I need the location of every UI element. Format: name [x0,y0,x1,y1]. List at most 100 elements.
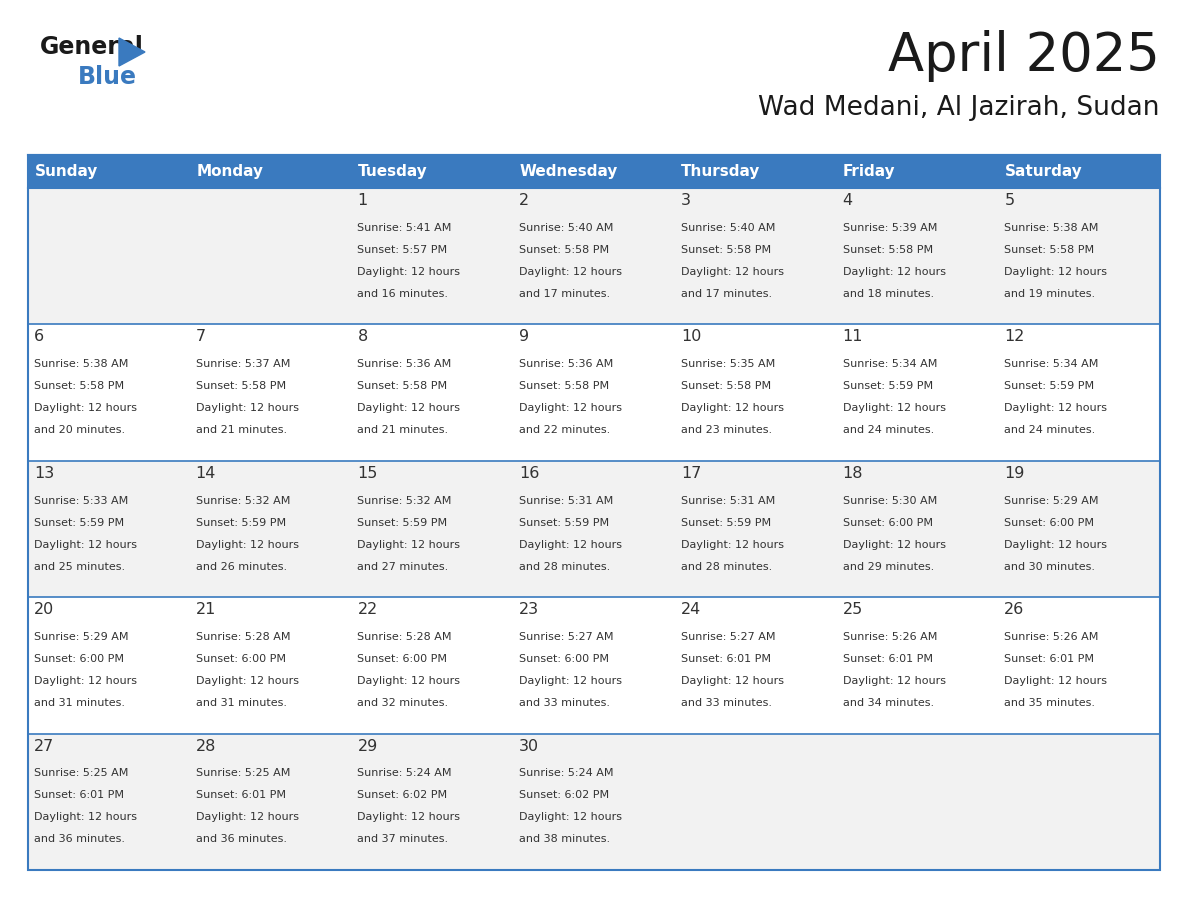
Text: Sunset: 5:59 PM: Sunset: 5:59 PM [519,518,609,528]
Bar [29,598,1159,733]
Bar [29,733,1159,870]
Text: and 26 minutes.: and 26 minutes. [196,562,286,572]
Text: 29: 29 [358,739,378,754]
Text: Daylight: 12 hours: Daylight: 12 hours [842,403,946,413]
Text: 10: 10 [681,330,701,344]
Text: Sunrise: 5:40 AM: Sunrise: 5:40 AM [519,223,613,232]
Text: Daylight: 12 hours: Daylight: 12 hours [358,812,461,823]
Text: 9: 9 [519,330,530,344]
Text: Sunrise: 5:25 AM: Sunrise: 5:25 AM [34,768,128,778]
Text: Sunset: 5:59 PM: Sunset: 5:59 PM [842,381,933,391]
Text: Sunset: 6:02 PM: Sunset: 6:02 PM [358,790,448,800]
Text: Daylight: 12 hours: Daylight: 12 hours [681,267,784,276]
Text: Sunrise: 5:41 AM: Sunrise: 5:41 AM [358,223,451,232]
Bar [29,188,1159,324]
Text: Sunset: 6:01 PM: Sunset: 6:01 PM [1004,654,1094,664]
Text: Sunset: 5:58 PM: Sunset: 5:58 PM [681,381,771,391]
Text: Thursday: Thursday [682,164,760,179]
Text: Daylight: 12 hours: Daylight: 12 hours [842,540,946,550]
Text: Blue: Blue [78,65,137,89]
Text: 3: 3 [681,193,691,208]
Text: Daylight: 12 hours: Daylight: 12 hours [1004,267,1107,276]
Text: and 22 minutes.: and 22 minutes. [519,425,611,435]
Text: April 2025: April 2025 [889,30,1159,82]
Text: Daylight: 12 hours: Daylight: 12 hours [196,812,298,823]
Text: 21: 21 [196,602,216,617]
Text: Sunrise: 5:32 AM: Sunrise: 5:32 AM [196,496,290,506]
Text: Sunset: 6:01 PM: Sunset: 6:01 PM [842,654,933,664]
Bar [29,324,1159,461]
Text: 23: 23 [519,602,539,617]
Text: and 38 minutes.: and 38 minutes. [519,834,611,845]
Text: Daylight: 12 hours: Daylight: 12 hours [196,403,298,413]
Text: and 23 minutes.: and 23 minutes. [681,425,772,435]
Text: Daylight: 12 hours: Daylight: 12 hours [681,676,784,686]
Text: Sunset: 5:59 PM: Sunset: 5:59 PM [196,518,286,528]
Text: Sunrise: 5:36 AM: Sunrise: 5:36 AM [358,359,451,369]
Text: and 34 minutes.: and 34 minutes. [842,698,934,708]
Text: Sunrise: 5:29 AM: Sunrise: 5:29 AM [1004,496,1099,506]
Text: 19: 19 [1004,465,1025,481]
Text: Daylight: 12 hours: Daylight: 12 hours [1004,676,1107,686]
Text: and 24 minutes.: and 24 minutes. [842,425,934,435]
Text: 18: 18 [842,465,862,481]
Text: Sunset: 5:59 PM: Sunset: 5:59 PM [358,518,448,528]
Text: Sunset: 6:00 PM: Sunset: 6:00 PM [196,654,286,664]
Text: Sunset: 6:01 PM: Sunset: 6:01 PM [34,790,124,800]
Text: Daylight: 12 hours: Daylight: 12 hours [34,540,137,550]
Text: and 19 minutes.: and 19 minutes. [1004,288,1095,298]
Text: and 32 minutes.: and 32 minutes. [358,698,449,708]
Text: Daylight: 12 hours: Daylight: 12 hours [842,676,946,686]
Text: Daylight: 12 hours: Daylight: 12 hours [34,403,137,413]
Text: and 21 minutes.: and 21 minutes. [196,425,286,435]
Text: Daylight: 12 hours: Daylight: 12 hours [1004,540,1107,550]
Text: Sunrise: 5:31 AM: Sunrise: 5:31 AM [681,496,775,506]
Text: Sunrise: 5:34 AM: Sunrise: 5:34 AM [1004,359,1099,369]
Text: and 28 minutes.: and 28 minutes. [681,562,772,572]
Text: 28: 28 [196,739,216,754]
Text: Sunrise: 5:40 AM: Sunrise: 5:40 AM [681,223,776,232]
Text: and 21 minutes.: and 21 minutes. [358,425,449,435]
Text: Daylight: 12 hours: Daylight: 12 hours [519,403,623,413]
Text: and 33 minutes.: and 33 minutes. [681,698,772,708]
Text: and 20 minutes.: and 20 minutes. [34,425,125,435]
Text: Daylight: 12 hours: Daylight: 12 hours [519,676,623,686]
Text: Sunrise: 5:29 AM: Sunrise: 5:29 AM [34,632,128,642]
Text: Daylight: 12 hours: Daylight: 12 hours [34,676,137,686]
Text: and 29 minutes.: and 29 minutes. [842,562,934,572]
Text: 7: 7 [196,330,206,344]
Text: and 36 minutes.: and 36 minutes. [34,834,125,845]
Text: Daylight: 12 hours: Daylight: 12 hours [519,812,623,823]
Text: Sunset: 5:57 PM: Sunset: 5:57 PM [358,245,448,254]
Text: Sunrise: 5:24 AM: Sunrise: 5:24 AM [519,768,614,778]
Text: and 35 minutes.: and 35 minutes. [1004,698,1095,708]
Text: 30: 30 [519,739,539,754]
Text: Sunset: 6:02 PM: Sunset: 6:02 PM [519,790,609,800]
Text: Daylight: 12 hours: Daylight: 12 hours [34,812,137,823]
Text: Sunset: 5:58 PM: Sunset: 5:58 PM [519,381,609,391]
Text: Sunset: 6:00 PM: Sunset: 6:00 PM [519,654,609,664]
Text: Sunday: Sunday [34,164,97,179]
Text: and 36 minutes.: and 36 minutes. [196,834,286,845]
Text: Daylight: 12 hours: Daylight: 12 hours [196,676,298,686]
Bar [29,461,1159,598]
Text: Friday: Friday [843,164,896,179]
Polygon shape [119,38,145,66]
Text: 15: 15 [358,465,378,481]
Text: and 25 minutes.: and 25 minutes. [34,562,125,572]
Text: Sunset: 6:01 PM: Sunset: 6:01 PM [196,790,286,800]
Text: Sunset: 5:58 PM: Sunset: 5:58 PM [681,245,771,254]
Text: 27: 27 [34,739,55,754]
Text: 4: 4 [842,193,853,208]
Text: 1: 1 [358,193,367,208]
Text: Sunset: 6:01 PM: Sunset: 6:01 PM [681,654,771,664]
Text: Daylight: 12 hours: Daylight: 12 hours [358,267,461,276]
Text: Sunrise: 5:37 AM: Sunrise: 5:37 AM [196,359,290,369]
Text: and 18 minutes.: and 18 minutes. [842,288,934,298]
Text: and 33 minutes.: and 33 minutes. [519,698,611,708]
Text: Monday: Monday [196,164,264,179]
Text: Sunset: 6:00 PM: Sunset: 6:00 PM [842,518,933,528]
Text: and 16 minutes.: and 16 minutes. [358,288,448,298]
Text: and 17 minutes.: and 17 minutes. [681,288,772,298]
Text: 6: 6 [34,330,44,344]
